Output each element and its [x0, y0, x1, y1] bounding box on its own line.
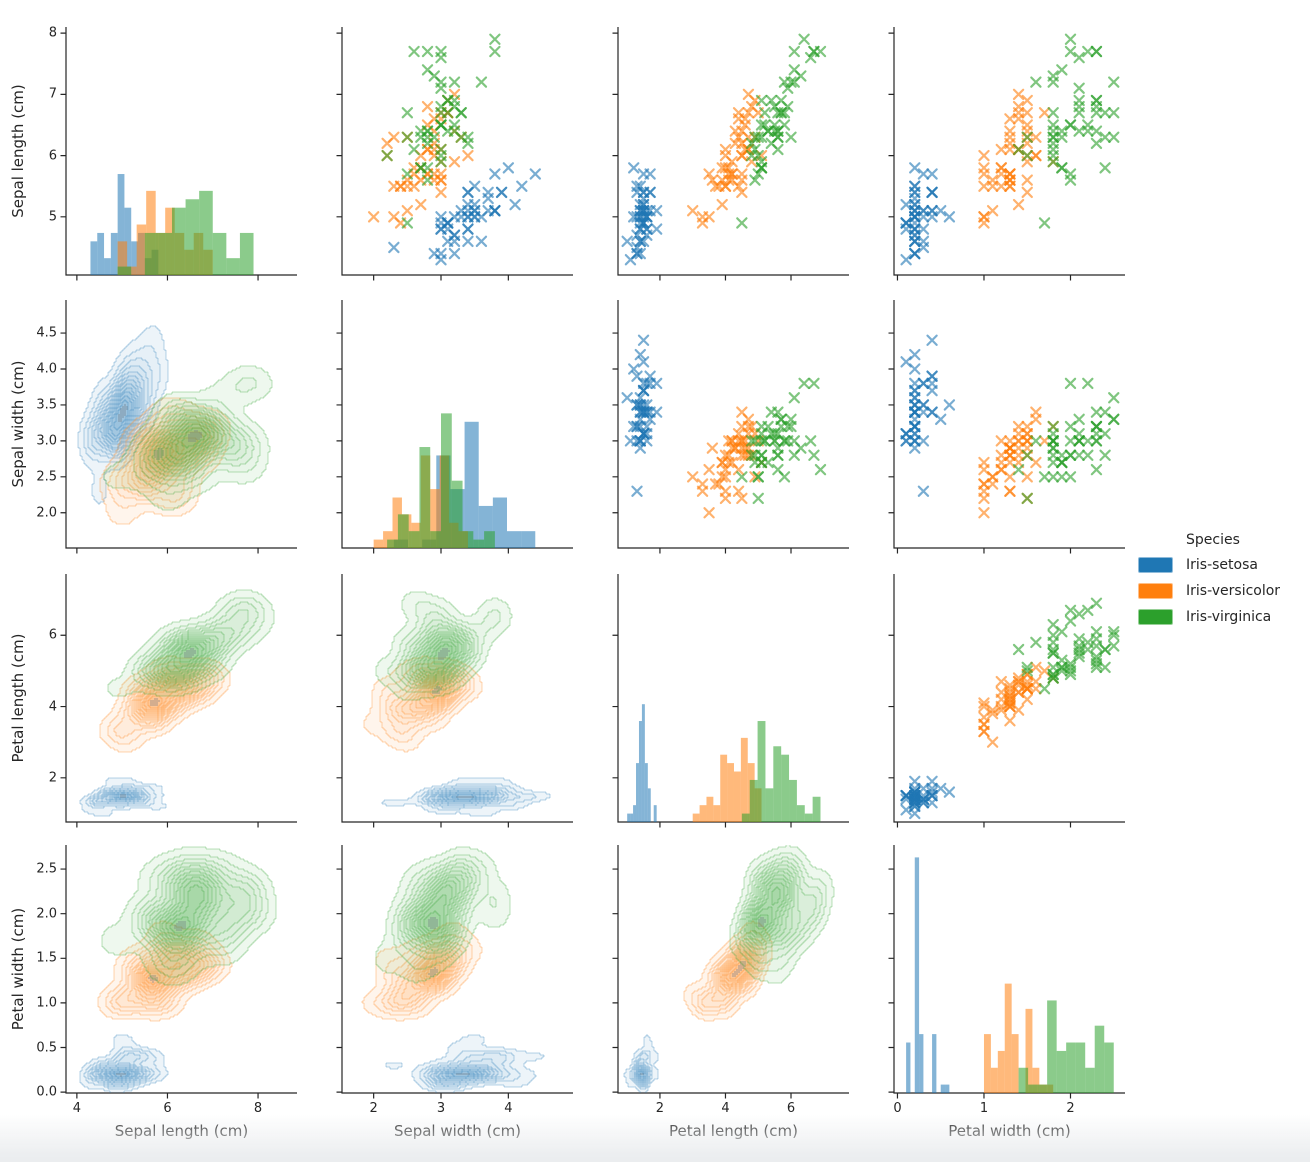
legend-label-versicolor: Iris-versicolor: [1186, 583, 1281, 599]
x-tick-label: 1: [979, 1101, 989, 1116]
x-tick-label: 4: [72, 1101, 81, 1116]
x-tick-label: 4: [504, 1101, 513, 1116]
x-tick-label: 8: [253, 1101, 263, 1116]
legend-swatch-virginica-icon: [1138, 609, 1173, 625]
y-axis-label-petal-length: Petal length (cm): [9, 633, 27, 763]
legend-entry-virginica: Iris-virginica: [1138, 604, 1280, 630]
y-tick-label: 4: [48, 699, 57, 715]
legend: Species Iris-setosa Iris-versicolor Iris…: [1138, 532, 1280, 630]
legend-title: Species: [1186, 532, 1240, 548]
y-tick-label: 2: [48, 770, 57, 786]
legend-swatch-setosa-icon: [1138, 557, 1173, 573]
y-tick-label: 6: [48, 627, 57, 643]
x-tick-label: 4: [721, 1101, 730, 1116]
y-axis-label-petal-width: Petal width (cm): [9, 907, 27, 1031]
y-axis-label-sepal-length: Sepal length (cm): [9, 84, 27, 218]
y-axis-label-sepal-width: Sepal width (cm): [9, 360, 27, 488]
y-tick-label: 2.5: [36, 469, 57, 485]
y-tick-label: 0.0: [36, 1084, 57, 1100]
x-tick-label: 6: [163, 1101, 172, 1116]
legend-label-setosa: Iris-setosa: [1186, 557, 1258, 573]
y-tick-label: 8: [48, 25, 57, 41]
y-tick-label: 4.0: [36, 361, 57, 377]
legend-entry-setosa: Iris-setosa: [1138, 552, 1280, 578]
y-tick-label: 1.0: [36, 995, 57, 1011]
y-tick-label: 5: [48, 209, 57, 225]
y-tick-label: 2.5: [36, 861, 57, 877]
y-tick-label: 4.5: [36, 325, 57, 341]
x-tick-label: 2: [1066, 1101, 1075, 1116]
y-tick-label: 1.5: [36, 950, 57, 966]
y-tick-label: 7: [48, 86, 57, 102]
page-bottom-gradient: [0, 1114, 1310, 1162]
legend-entry-versicolor: Iris-versicolor: [1138, 578, 1280, 604]
y-tick-label: 6: [48, 148, 57, 164]
y-tick-label: 3.0: [36, 433, 57, 449]
x-tick-label: 2: [655, 1101, 665, 1116]
x-tick-label: 3: [436, 1101, 446, 1116]
legend-label-virginica: Iris-virginica: [1186, 609, 1272, 625]
legend-swatch-versicolor-icon: [1138, 583, 1173, 599]
y-tick-label: 3.5: [36, 397, 57, 413]
x-tick-label: 0: [893, 1101, 902, 1116]
x-tick-label: 6: [786, 1101, 796, 1116]
y-tick-label: 0.5: [36, 1040, 57, 1055]
x-tick-label: 2: [369, 1101, 378, 1116]
y-tick-label: 2.0: [36, 906, 57, 922]
y-tick-label: 2.0: [36, 505, 57, 521]
